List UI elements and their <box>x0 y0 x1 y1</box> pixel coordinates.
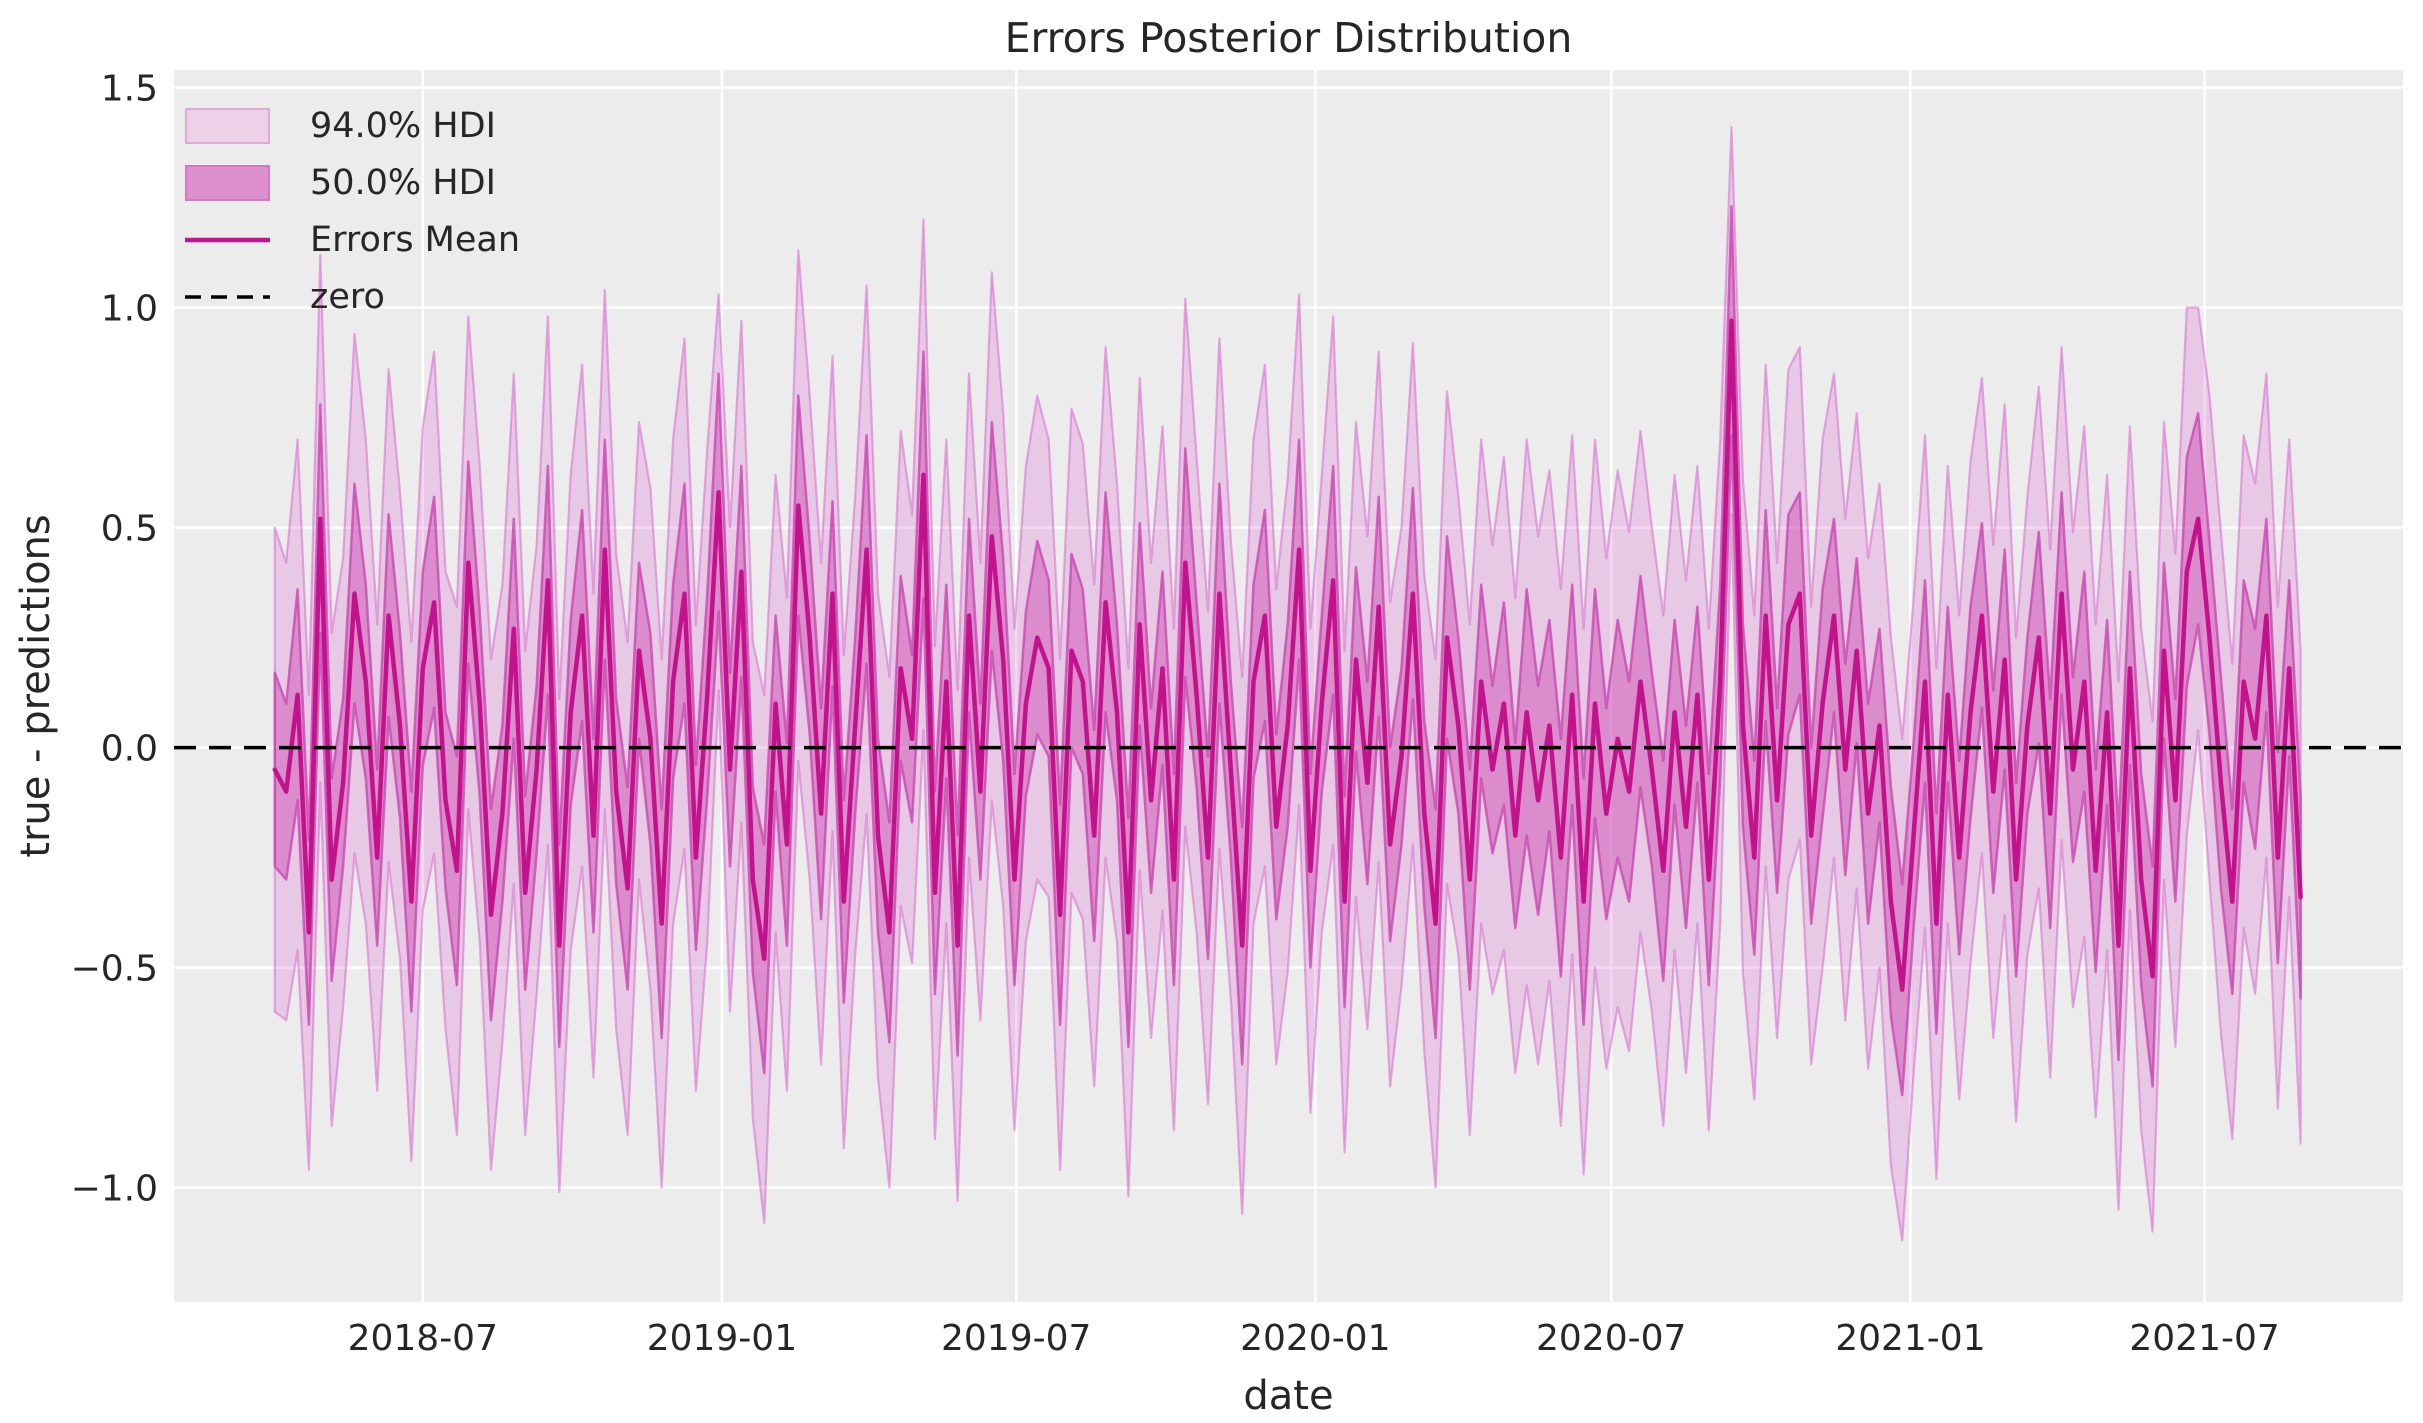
patch-icon <box>185 107 270 144</box>
x-tick-label: 2018-07 <box>348 1318 498 1359</box>
x-tick-label: 2020-07 <box>1536 1318 1686 1359</box>
errors-mean-line <box>272 318 2303 992</box>
y-axis-label: true - predictions <box>13 514 59 858</box>
x-tick-label: 2019-07 <box>941 1318 1091 1359</box>
chart-title: Errors Posterior Distribution <box>1004 14 1573 62</box>
solid-line-icon <box>185 237 270 242</box>
legend-item-94-0-hdi: 94.0% HDI <box>185 97 520 154</box>
x-tick-label: 2021-07 <box>2129 1318 2279 1359</box>
legend-patch-swatch <box>185 107 270 144</box>
legend-label: 94.0% HDI <box>310 105 496 146</box>
y-tick-label: 1.5 <box>101 69 158 110</box>
legend-item-50-0-hdi: 50.0% HDI <box>185 154 520 211</box>
legend-patch-swatch <box>185 164 270 201</box>
dashed-line-icon <box>185 294 270 299</box>
legend-item-zero: zero <box>185 268 520 325</box>
y-tick-label: 0.5 <box>101 509 158 550</box>
legend-line-swatch <box>185 279 270 315</box>
legend-label: zero <box>310 276 385 317</box>
x-tick-label: 2020-01 <box>1240 1318 1390 1359</box>
legend-line-swatch <box>185 222 270 258</box>
x-tick-label: 2021-01 <box>1835 1318 1985 1359</box>
x-tick-label: 2019-01 <box>647 1318 797 1359</box>
hdi50-band <box>273 205 2302 1097</box>
legend-label: 50.0% HDI <box>310 162 496 203</box>
x-axis-label: date <box>1243 1373 1334 1419</box>
y-tick-label: −0.5 <box>71 949 158 990</box>
legend: 94.0% HDI 50.0% HDI Errors Mean zero <box>185 97 520 325</box>
patch-icon <box>185 164 270 201</box>
y-tick-label: 1.0 <box>101 289 158 330</box>
y-tick-label: 0.0 <box>101 729 158 770</box>
y-tick-label: −1.0 <box>71 1169 158 1210</box>
legend-label: Errors Mean <box>310 219 521 260</box>
legend-item-errors-mean: Errors Mean <box>185 211 520 268</box>
